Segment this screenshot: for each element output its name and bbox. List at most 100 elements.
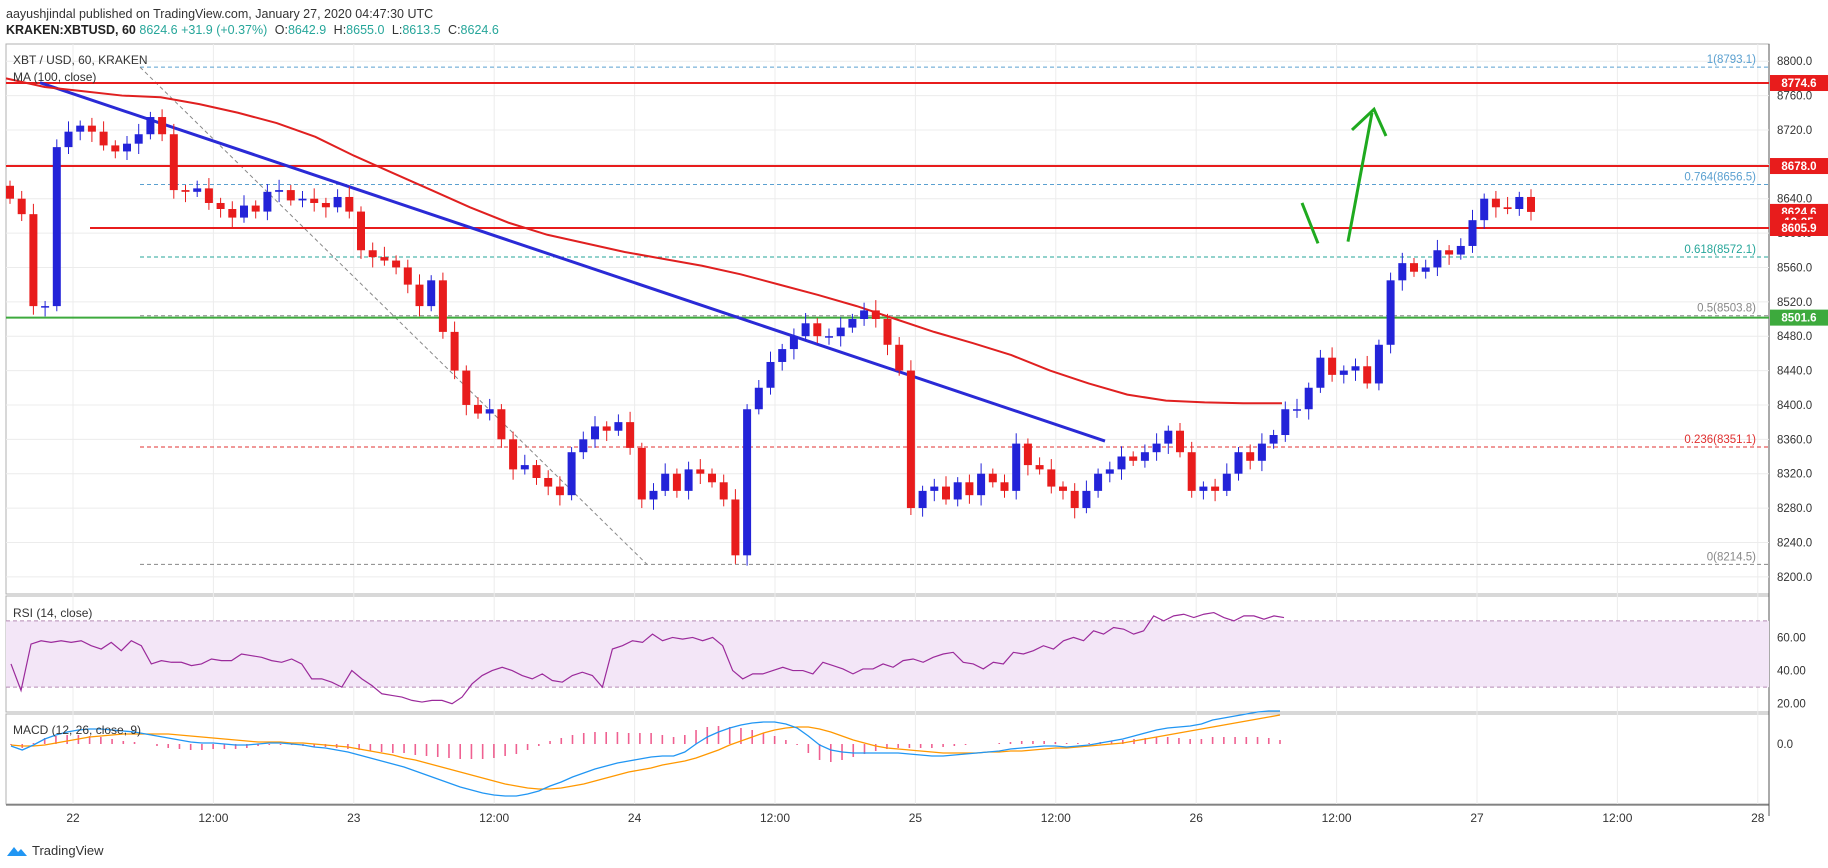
price-tag-label: 8774.6: [1781, 78, 1816, 90]
y-tick-label: 8560.0: [1777, 262, 1812, 274]
x-tick-label: 22: [66, 811, 80, 825]
candle-body: [1433, 250, 1442, 268]
low-label: L:: [391, 23, 403, 37]
candle-body: [1304, 387, 1313, 410]
y-tick-label: 8320.0: [1777, 469, 1812, 481]
rsi-line: [10, 611, 1285, 705]
chart-title: XBT / USD, 60, KRAKEN: [13, 53, 148, 67]
candle-body: [345, 196, 354, 212]
high-label: H:: [333, 23, 347, 37]
candle-body: [1164, 430, 1173, 444]
candle-body: [1140, 452, 1149, 461]
candle-body: [953, 482, 962, 500]
candle-body: [637, 447, 646, 500]
candle-body: [1129, 456, 1138, 461]
candle-body: [427, 280, 436, 307]
candle-body: [544, 477, 553, 487]
candle-body: [661, 473, 670, 491]
candle-body: [41, 306, 50, 308]
candle-body: [778, 349, 787, 362]
x-tick-label: 25: [909, 811, 923, 825]
x-tick-label: 12:00: [198, 811, 228, 825]
candle-body: [1456, 245, 1465, 255]
candle-body: [485, 409, 494, 414]
candle-body: [1328, 357, 1337, 375]
candle-body: [895, 344, 904, 371]
candle-body: [1035, 465, 1044, 470]
candle-body: [1316, 357, 1325, 388]
candle-body: [1374, 344, 1383, 384]
candle-body: [1082, 490, 1091, 509]
candle-body: [1047, 469, 1056, 487]
y-tick-label: 8520.0: [1777, 297, 1812, 309]
candle-body: [6, 185, 14, 199]
candle-body: [497, 409, 506, 440]
high-value: 8655.0: [346, 23, 385, 37]
candle-body: [1410, 263, 1418, 272]
candle-body: [29, 214, 38, 307]
candle-body: [263, 191, 272, 212]
fib-level-label: 0.618(8572.1): [1684, 244, 1756, 256]
x-tick-label: 12:00: [1041, 811, 1071, 825]
x-tick-label: 28: [1751, 811, 1765, 825]
candle-body: [310, 198, 319, 203]
candle-body: [134, 134, 143, 144]
candle-body: [579, 439, 588, 453]
candle-body: [403, 267, 412, 285]
candle-body: [789, 336, 798, 350]
open-value: 8642.9: [287, 23, 327, 37]
candle-body: [1269, 435, 1278, 444]
price-tag-label: 8678.0: [1781, 161, 1816, 173]
candle-body: [649, 490, 658, 500]
candle-body: [813, 323, 822, 337]
candle-body: [1293, 409, 1301, 411]
price-tag: [1770, 75, 1828, 92]
candle-body: [169, 134, 178, 191]
price-tag-label: 8501.6: [1781, 313, 1816, 325]
open-label: O:: [274, 23, 288, 37]
y-tick-label: 8480.0: [1777, 331, 1812, 343]
candle-body: [1211, 486, 1220, 491]
candle-body: [1363, 366, 1372, 384]
chart-header: aayushjindal published on TradingView.co…: [6, 6, 499, 38]
candle-body: [860, 310, 869, 319]
footer: TradingView: [6, 843, 104, 858]
candle-body: [438, 280, 447, 332]
symbol-line: KRAKEN:XBTUSD, 60 8624.6 +31.9 (+0.37%) …: [6, 22, 499, 38]
candle-body: [591, 426, 599, 440]
candle-body: [64, 131, 73, 148]
candle-body: [52, 147, 61, 307]
candle-body: [1480, 198, 1489, 221]
price-tag: [1770, 219, 1828, 236]
y-tick-label: 8360.0: [1777, 434, 1812, 446]
candle-body: [825, 336, 833, 338]
x-tick-label: 23: [347, 811, 361, 825]
candle-body: [965, 482, 974, 496]
candle-body: [801, 323, 810, 337]
candle-body: [906, 370, 915, 509]
y-tick-label: 8440.0: [1777, 366, 1812, 378]
candle-body: [392, 260, 401, 268]
x-tick-label: 12:00: [1602, 811, 1632, 825]
candle-body: [1199, 486, 1208, 491]
fib-level-label: 0.764(8656.5): [1684, 172, 1756, 184]
candle-body: [216, 202, 225, 209]
candle-body: [1398, 263, 1407, 281]
candle-body: [743, 409, 752, 556]
candle-body: [1491, 198, 1500, 208]
candle-body: [555, 486, 564, 496]
candle-body: [415, 284, 424, 307]
rsi-label: RSI (14, close): [13, 606, 92, 620]
macd-label: MACD (12, 26, close, 9): [13, 723, 141, 737]
ma-100-line: [5, 77, 1282, 405]
candle-body: [146, 117, 155, 135]
candle-body: [462, 370, 471, 405]
candle-body: [1527, 196, 1535, 212]
candle-body: [17, 198, 26, 215]
green-arrow-up: [1346, 112, 1374, 242]
candle-body: [333, 196, 342, 208]
rsi-tick-label: 40.00: [1777, 666, 1806, 678]
x-tick-label: 27: [1470, 811, 1484, 825]
close-label: C:: [448, 23, 461, 37]
